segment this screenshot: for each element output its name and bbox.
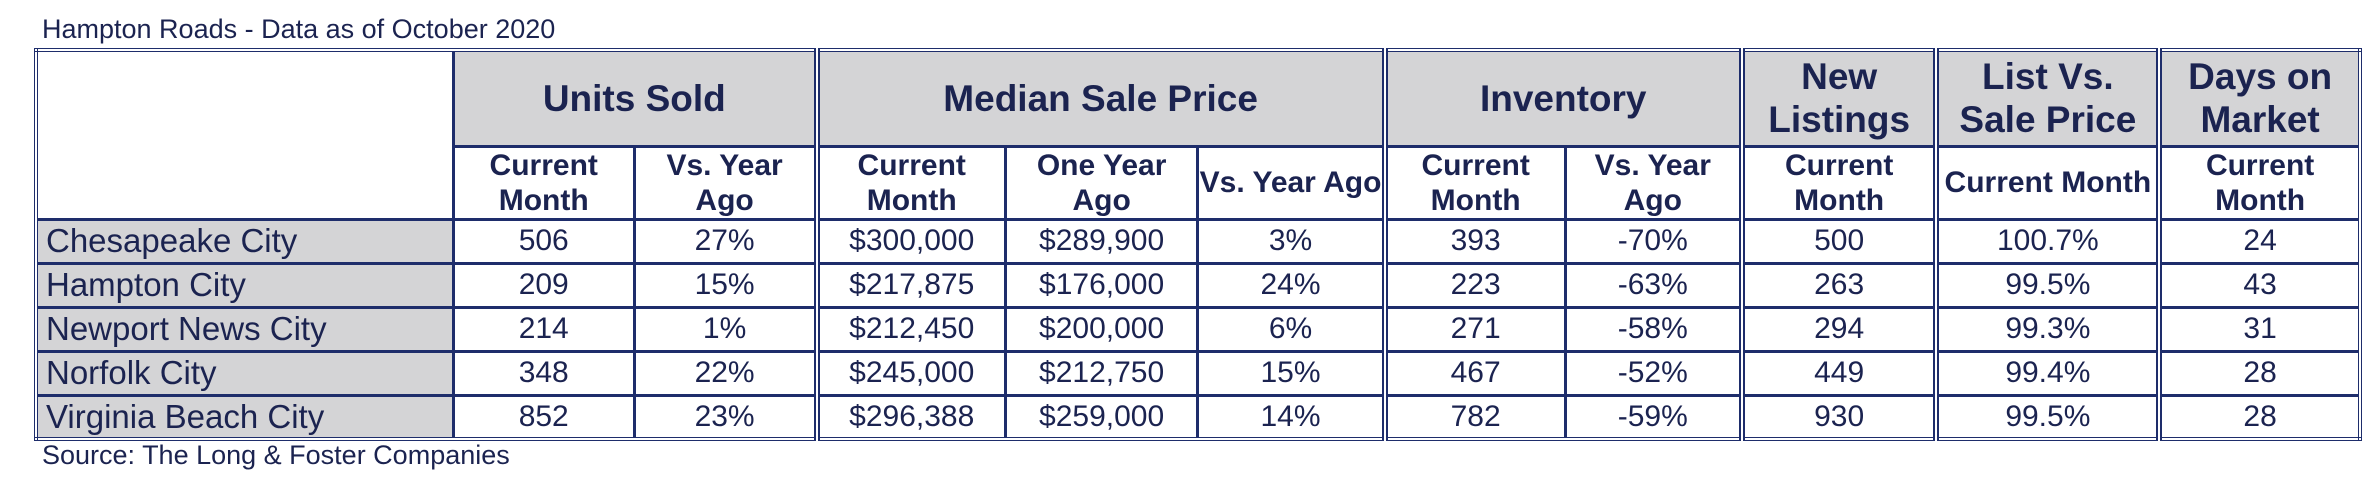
header-new-listings: New Listings — [1738, 48, 1938, 148]
report-title: Hampton Roads - Data as of October 2020 — [42, 14, 556, 44]
units-vs-year: 15% — [632, 261, 819, 309]
days-on-market-current: 28 — [2156, 393, 2362, 441]
table-row: Virginia Beach City 852 23% $296,388 $25… — [34, 393, 2362, 441]
city-name: Virginia Beach City — [34, 393, 455, 441]
header-inventory: Inventory — [1381, 48, 1744, 148]
table-row: Chesapeake City 506 27% $300,000 $289,90… — [34, 217, 2362, 265]
price-vs-year: 6% — [1196, 305, 1387, 353]
subheader-units-vs: Vs. Year Ago — [632, 144, 819, 221]
subheader-listings-current: Current Month — [1738, 144, 1938, 221]
new-listings-current: 294 — [1738, 305, 1938, 353]
subheader-units-current: Current Month — [451, 144, 636, 221]
price-current: $212,450 — [813, 305, 1007, 353]
source-note: Source: The Long & Foster Companies — [42, 440, 510, 470]
header-median-sale-price: Median Sale Price — [813, 48, 1387, 148]
header-days-on-market: Days on Market — [2156, 48, 2362, 148]
list-vs-sale-current: 99.5% — [1933, 393, 2161, 441]
table-row: Norfolk City 348 22% $245,000 $212,750 1… — [34, 349, 2362, 397]
city-name: Norfolk City — [34, 349, 455, 397]
new-listings-current: 500 — [1738, 217, 1938, 265]
subheader-list-sale-current: Current Month — [1933, 144, 2161, 221]
inventory-vs-year: -63% — [1563, 261, 1744, 309]
new-listings-current: 263 — [1738, 261, 1938, 309]
units-vs-year: 23% — [632, 393, 819, 441]
units-vs-year: 22% — [632, 349, 819, 397]
list-vs-sale-current: 99.4% — [1933, 349, 2161, 397]
days-on-market-current: 43 — [2156, 261, 2362, 309]
price-one-year: $176,000 — [1003, 261, 1200, 309]
days-on-market-current: 31 — [2156, 305, 2362, 353]
units-current: 209 — [451, 261, 636, 309]
price-vs-year: 3% — [1196, 217, 1387, 265]
price-current: $245,000 — [813, 349, 1007, 397]
units-current: 852 — [451, 393, 636, 441]
market-stats-table: Units Sold Median Sale Price Inventory N… — [34, 48, 2362, 441]
corner-cell — [34, 48, 455, 221]
subheader-inventory-current: Current Month — [1381, 144, 1567, 221]
table-row: Newport News City 214 1% $212,450 $200,0… — [34, 305, 2362, 353]
new-listings-current: 930 — [1738, 393, 1938, 441]
units-vs-year: 27% — [632, 217, 819, 265]
units-vs-year: 1% — [632, 305, 819, 353]
header-units-sold: Units Sold — [451, 48, 819, 148]
subheader-price-one-year: One Year Ago — [1003, 144, 1200, 221]
units-current: 506 — [451, 217, 636, 265]
subheader-inventory-vs: Vs. Year Ago — [1563, 144, 1744, 221]
inventory-vs-year: -58% — [1563, 305, 1744, 353]
list-vs-sale-current: 100.7% — [1933, 217, 2161, 265]
price-one-year: $259,000 — [1003, 393, 1200, 441]
price-vs-year: 24% — [1196, 261, 1387, 309]
price-vs-year: 15% — [1196, 349, 1387, 397]
inventory-current: 271 — [1381, 305, 1567, 353]
price-current: $296,388 — [813, 393, 1007, 441]
city-name: Newport News City — [34, 305, 455, 353]
city-name: Hampton City — [34, 261, 455, 309]
price-vs-year: 14% — [1196, 393, 1387, 441]
header-list-vs-sale-price: List Vs. Sale Price — [1933, 48, 2161, 148]
units-current: 348 — [451, 349, 636, 397]
new-listings-current: 449 — [1738, 349, 1938, 397]
list-vs-sale-current: 99.3% — [1933, 305, 2161, 353]
inventory-vs-year: -59% — [1563, 393, 1744, 441]
price-one-year: $289,900 — [1003, 217, 1200, 265]
price-one-year: $212,750 — [1003, 349, 1200, 397]
price-current: $300,000 — [813, 217, 1007, 265]
subheader-price-vs: Vs. Year Ago — [1196, 144, 1387, 221]
units-current: 214 — [451, 305, 636, 353]
city-name: Chesapeake City — [34, 217, 455, 265]
subheader-price-current: Current Month — [813, 144, 1007, 221]
inventory-current: 467 — [1381, 349, 1567, 397]
table-row: Hampton City 209 15% $217,875 $176,000 2… — [34, 261, 2362, 309]
inventory-current: 223 — [1381, 261, 1567, 309]
inventory-current: 393 — [1381, 217, 1567, 265]
days-on-market-current: 24 — [2156, 217, 2362, 265]
inventory-vs-year: -52% — [1563, 349, 1744, 397]
list-vs-sale-current: 99.5% — [1933, 261, 2161, 309]
inventory-vs-year: -70% — [1563, 217, 1744, 265]
subheader-dom-current: Current Month — [2156, 144, 2362, 221]
days-on-market-current: 28 — [2156, 349, 2362, 397]
inventory-current: 782 — [1381, 393, 1567, 441]
price-one-year: $200,000 — [1003, 305, 1200, 353]
price-current: $217,875 — [813, 261, 1007, 309]
